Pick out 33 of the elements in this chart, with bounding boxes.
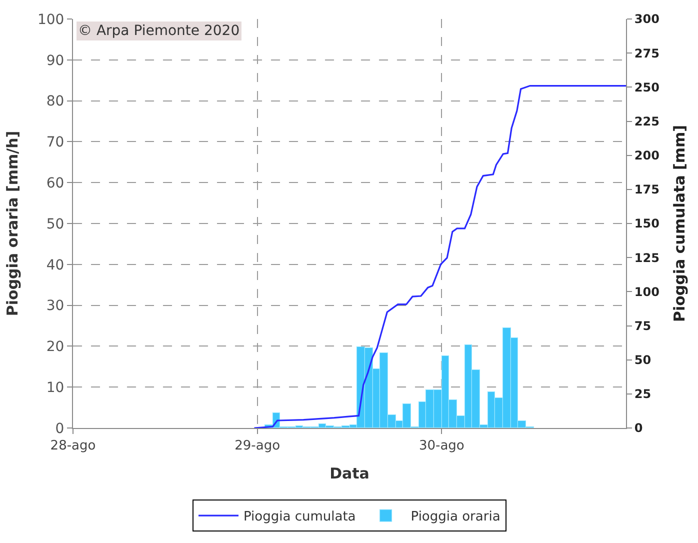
y2-tick-label: 225 xyxy=(634,114,660,128)
y2-tick-label: 25 xyxy=(634,387,652,402)
y2-tick-label: 275 xyxy=(634,46,660,60)
y-axis-title: Pioggia oraria [mm/h] xyxy=(4,130,22,316)
y-tick-label: 10 xyxy=(46,380,64,396)
y-tick-label: 70 xyxy=(46,134,64,151)
legend-label: Pioggia cumulata xyxy=(244,510,356,525)
y-tick-label: 40 xyxy=(46,257,64,274)
y-tick-label: 20 xyxy=(46,339,64,356)
y-tick-label: 80 xyxy=(46,94,64,110)
y-tick-label: 90 xyxy=(46,52,64,69)
y-tick-label: 60 xyxy=(46,176,64,192)
y-tick-label: 100 xyxy=(37,12,64,28)
y2-tick-label: 175 xyxy=(634,182,660,197)
x-tick-label: 30-ago xyxy=(418,438,464,454)
y-tick-label: 0 xyxy=(55,420,64,437)
y-tick-label: 50 xyxy=(46,216,64,232)
y2-tick-label: 200 xyxy=(634,148,660,163)
annotation: © Arpa Piemonte 2020 xyxy=(78,23,240,39)
x-tick-label: 29-ago xyxy=(234,438,280,454)
y2-tick-label: 300 xyxy=(634,12,660,26)
y2-axis-title: Pioggia cumulata [mm] xyxy=(670,124,688,322)
y2-tick-label: 100 xyxy=(634,284,660,299)
legend-label: Pioggia oraria xyxy=(410,510,500,525)
y2-tick-label: 250 xyxy=(634,80,660,94)
y2-tick-label: 125 xyxy=(634,250,660,265)
y2-tick-label: 150 xyxy=(634,216,660,231)
y-tick-label: 30 xyxy=(46,298,64,314)
x-tick-label: 28-ago xyxy=(50,438,96,454)
x-axis-title: Data xyxy=(330,464,370,483)
y2-tick-label: 75 xyxy=(634,318,652,333)
y2-tick-label: 0 xyxy=(634,421,643,436)
y2-tick-label: 50 xyxy=(634,353,652,368)
